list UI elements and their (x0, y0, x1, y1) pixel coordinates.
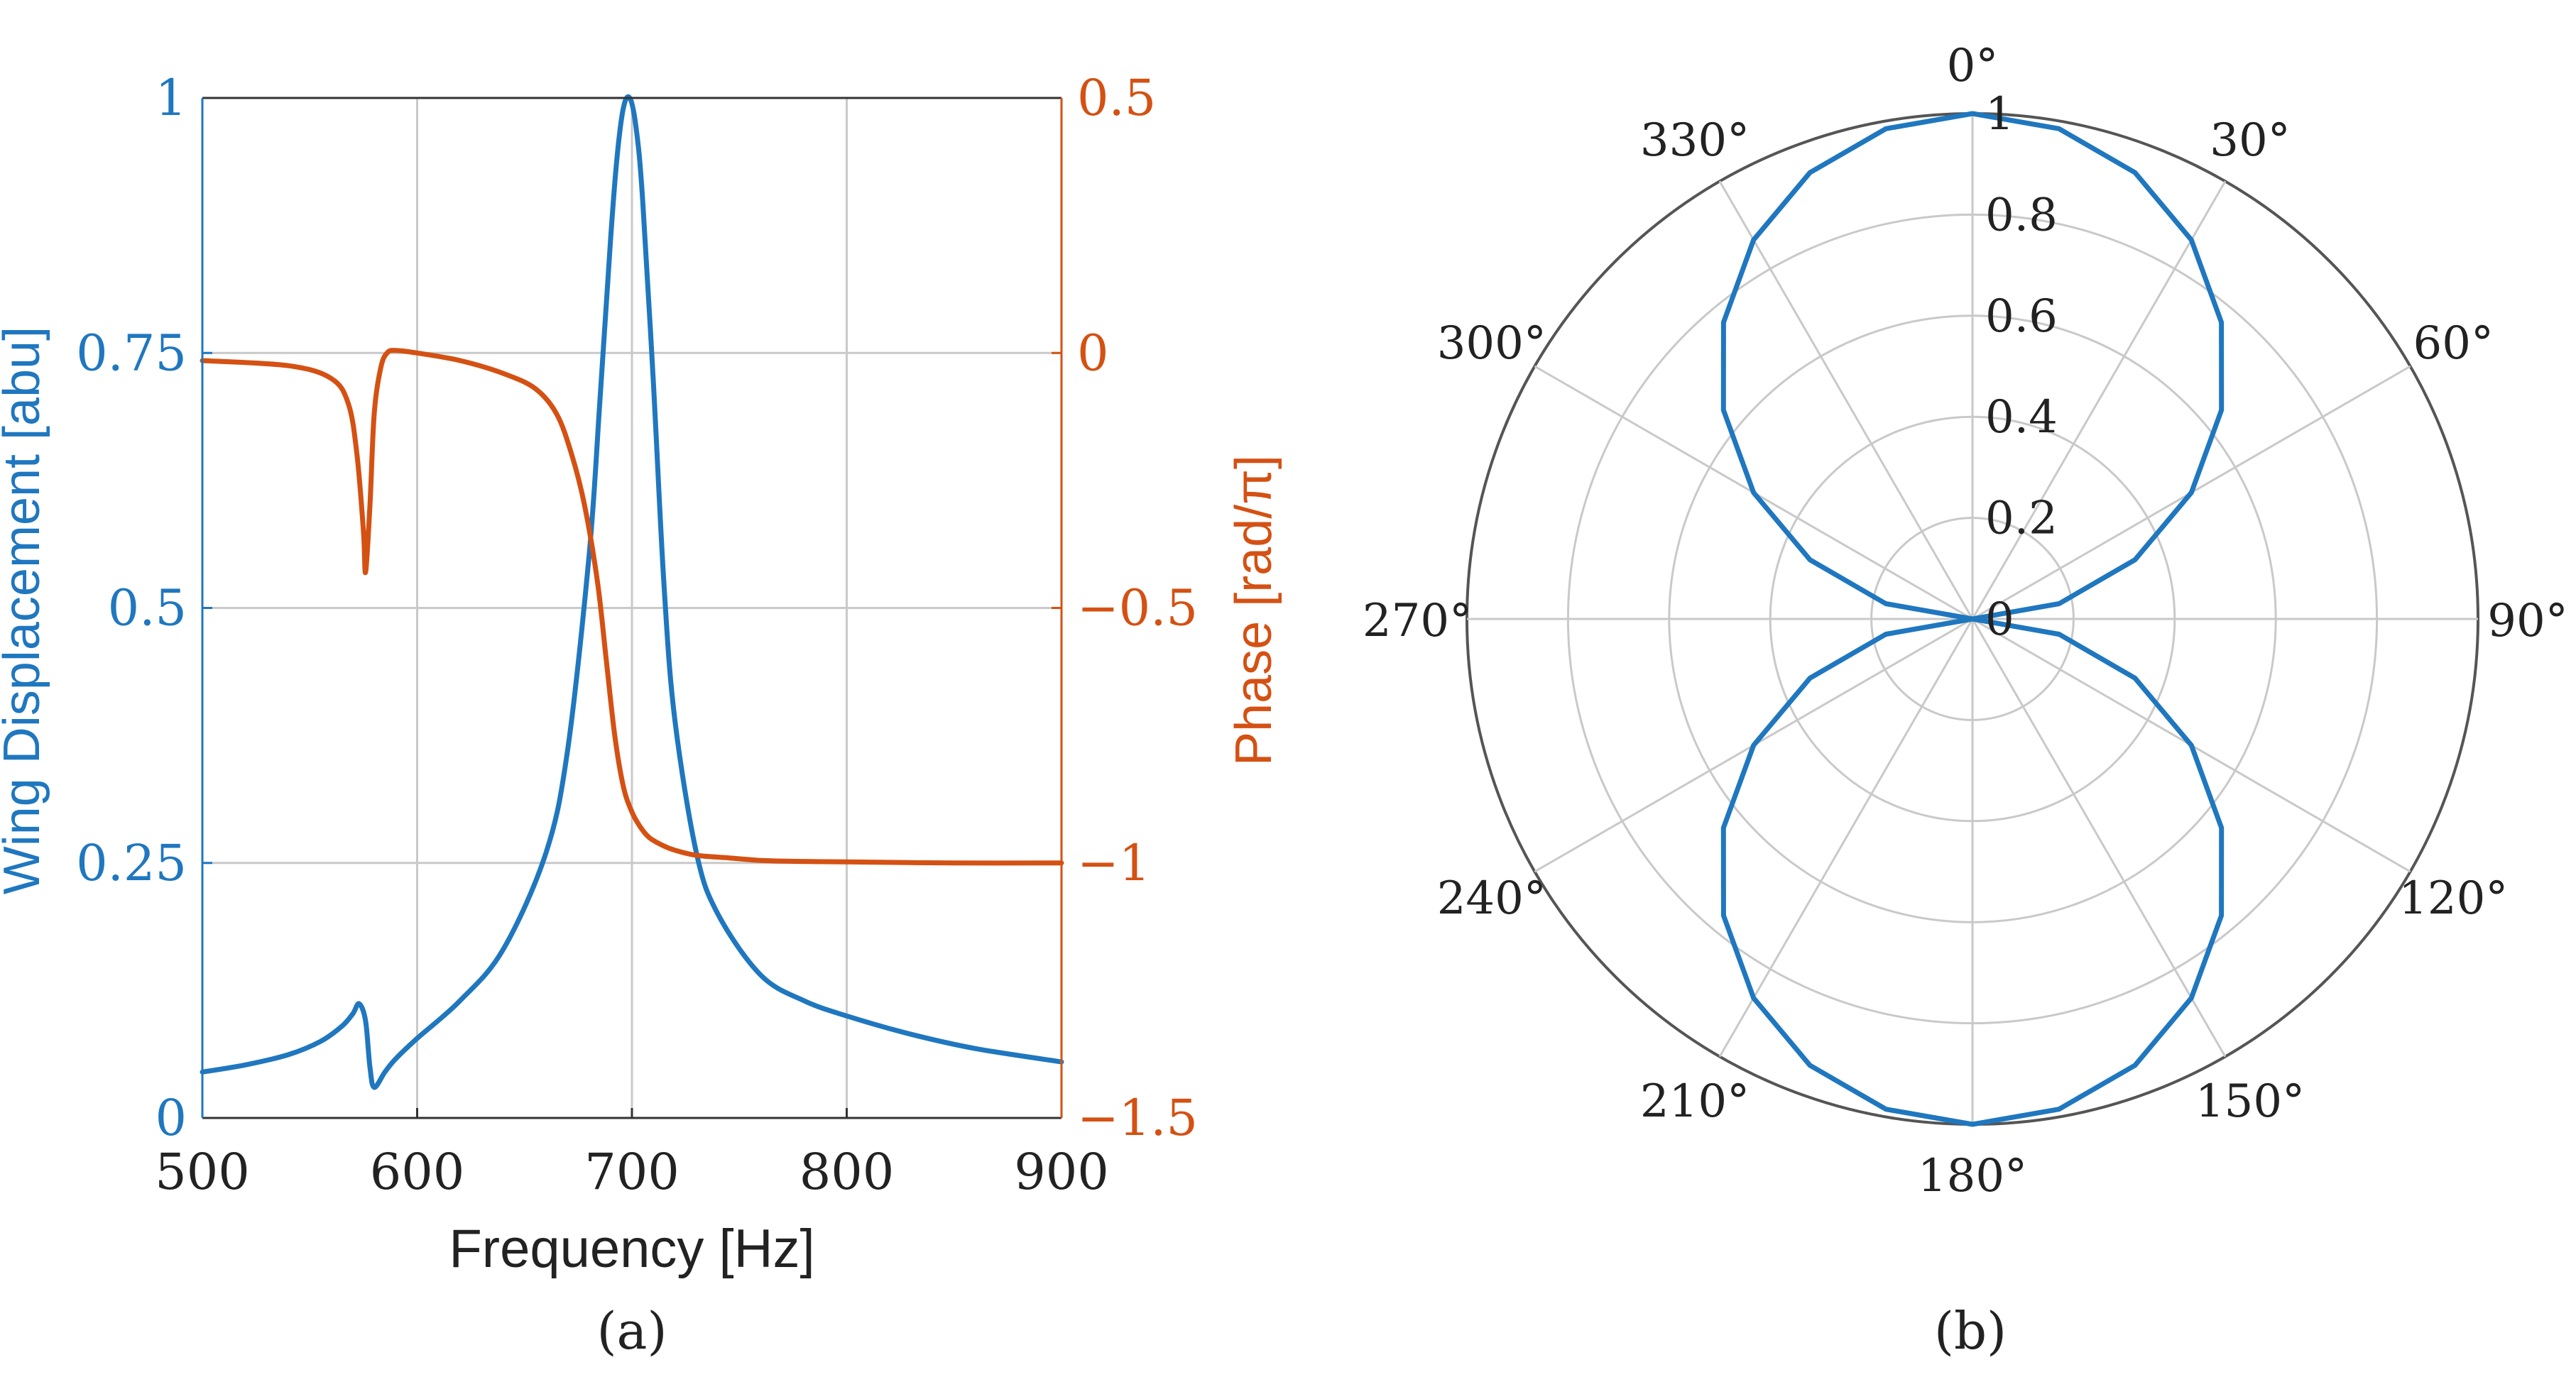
theta-tick-label: 150° (2195, 1075, 2305, 1128)
tick-labels: 500 600 700 800 900 0 0.25 0.5 0.75 1 −1.5 −1 −0.5 0 0… (76, 69, 1198, 1201)
polar-spoke (1971, 180, 2227, 620)
theta-tick-label: 330° (1640, 114, 1750, 167)
panel-label-a: (a) (596, 1301, 667, 1361)
y-left-tick-label: 0.25 (76, 834, 187, 892)
x-axis-label: Frequency [Hz] (449, 1219, 814, 1279)
x-tick-label: 700 (584, 1143, 680, 1201)
y-right-tick-label: 0 (1077, 324, 1109, 382)
theta-tick-label: 0° (1947, 40, 1999, 92)
series-layer (200, 94, 1064, 1090)
theta-tick-label: 60° (2413, 317, 2494, 370)
grid-lines (202, 98, 1061, 1118)
panel-label-b: (b) (1934, 1301, 2007, 1361)
phase-line (200, 348, 1064, 866)
r-tick-label: 0.2 (1985, 493, 2058, 545)
x-tick-label: 900 (1014, 1143, 1109, 1201)
theta-tick-label: 210° (1640, 1075, 1750, 1128)
x-tick-label: 800 (799, 1143, 895, 1201)
theta-tick-label: 270° (1363, 595, 1472, 647)
theta-tick-label: 240° (1437, 872, 1546, 925)
theta-tick-label: 90° (2487, 595, 2567, 647)
y-left-tick-label: 0.75 (76, 324, 187, 382)
y-left-tick-label: 0 (155, 1089, 187, 1147)
polar-directivity-chart: 0° 30° 60° 90° 120° 150° 180° 210° 240° 270° 300° 3… (1363, 40, 2568, 1361)
r-tick-label: 0.8 (1985, 189, 2058, 241)
theta-tick-label: 120° (2398, 872, 2508, 925)
x-tick-label: 600 (370, 1143, 465, 1201)
r-tick-label: 0 (1985, 593, 2014, 646)
y-axis-label-right: Phase [rad/π] (1226, 455, 1282, 766)
r-tick-label: 1 (1985, 88, 2014, 141)
theta-tick-label: 30° (2210, 114, 2290, 167)
y-right-tick-label: −1.5 (1077, 1089, 1198, 1147)
frequency-response-chart: 500 600 700 800 900 0 0.25 0.5 0.75 1 −1.5 −1 −0.5 0 0… (0, 69, 1282, 1361)
r-tick-label: 0.6 (1985, 290, 2058, 343)
polar-series-layer (1720, 111, 2225, 1127)
theta-tick-label: 180° (1918, 1150, 2027, 1202)
y-right-tick-label: −0.5 (1077, 579, 1198, 637)
theta-tick-label: 300° (1437, 317, 1546, 370)
y-left-tick-label: 1 (155, 69, 187, 127)
polar-spoke (1971, 618, 2227, 1058)
polar-spoke (1718, 618, 1974, 1058)
polar-spoke (1718, 180, 1974, 620)
directivity-line (1720, 111, 2225, 1127)
y-right-tick-label: 0.5 (1077, 69, 1156, 127)
y-left-tick-label: 0.5 (108, 579, 187, 637)
displacement-line (200, 94, 1064, 1090)
r-tick-label: 0.4 (1985, 391, 2058, 444)
x-tick-label: 500 (155, 1143, 250, 1201)
y-right-tick-label: −1 (1077, 834, 1150, 892)
polar-tick-labels: 0° 30° 60° 90° 120° 150° 180° 210° 240° 270° 300° 3… (1363, 40, 2568, 1202)
axes-frame (201, 97, 1063, 1119)
y-axis-label-left: Wing Displacement [abu] (0, 327, 50, 894)
